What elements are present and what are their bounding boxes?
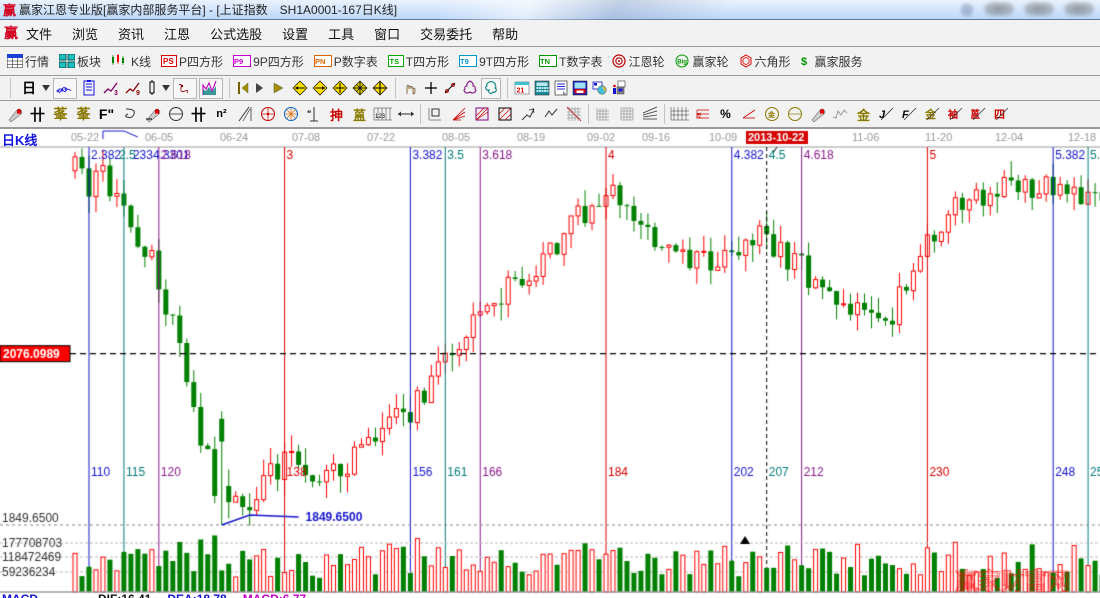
svg-text:Big: Big [678,60,688,66]
svg-text:": " [307,109,311,119]
svg-text:PS: PS [163,57,174,66]
svg-text:金: 金 [767,110,776,119]
svg-text:金: 金 [925,107,937,121]
svg-text:四: 四 [994,108,1005,121]
svg-text:3: 3 [114,90,118,96]
svg-text:F: F [902,109,909,121]
svg-text:T9: T9 [460,57,469,66]
svg-text:J: J [879,109,886,121]
svg-text:反: 反 [696,112,702,120]
svg-text:123: 123 [375,114,386,120]
svg-text:$: $ [801,56,807,68]
svg-text:21: 21 [517,88,525,95]
svg-text:袖: 袖 [948,108,958,121]
svg-text:PN: PN [315,57,325,66]
svg-text:TS: TS [389,57,399,66]
svg-text:9: 9 [136,90,140,96]
svg-text:TN: TN [540,57,550,66]
svg-text:P9: P9 [234,57,243,66]
